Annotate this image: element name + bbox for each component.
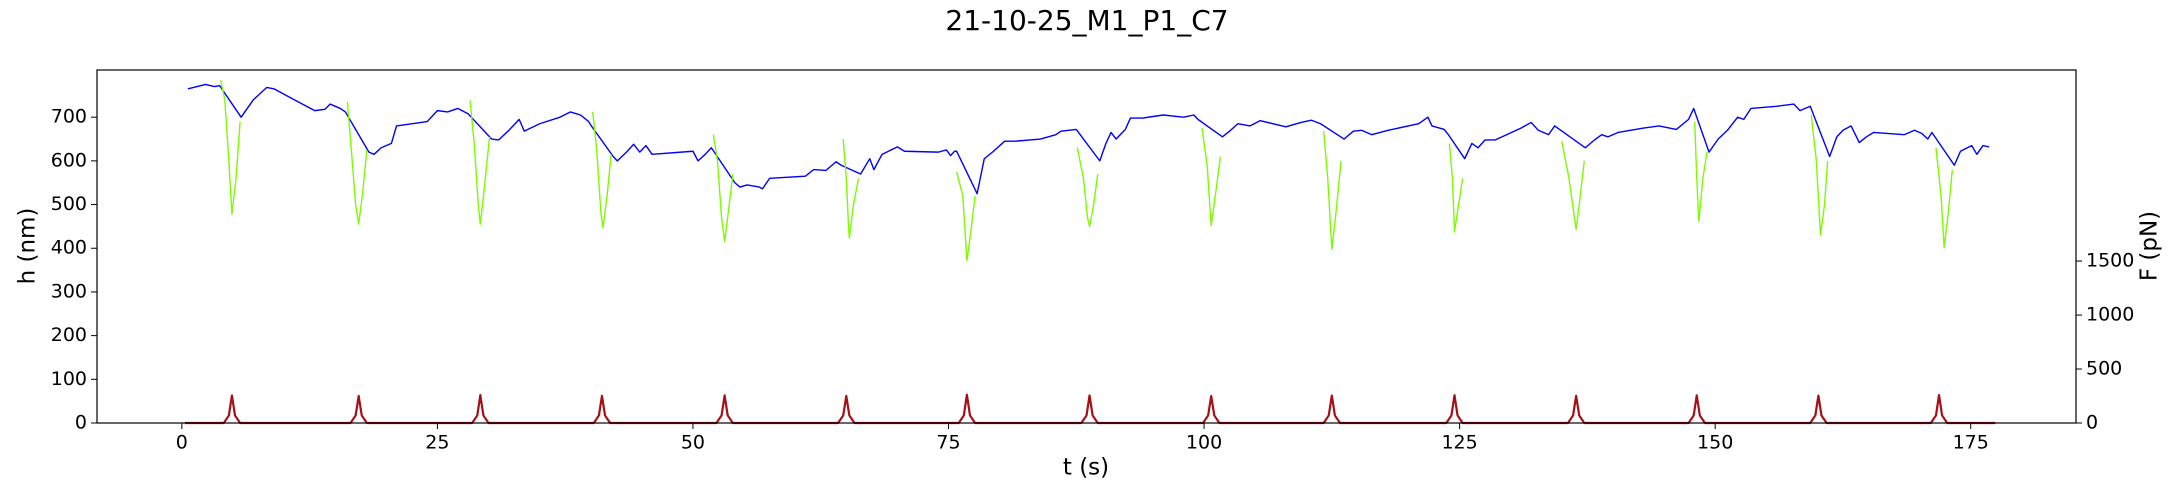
x-tick-label: 75 [936, 432, 960, 454]
y-tick-label: 100 [51, 368, 87, 390]
y-tick-label: 200 [51, 324, 87, 346]
y2-tick-label: 500 [2086, 358, 2122, 380]
data-line [1810, 114, 1829, 236]
x-tick-label: 25 [425, 432, 449, 454]
y-tick-label: 300 [51, 280, 87, 302]
y-tick-label: 500 [51, 193, 87, 215]
data-line [712, 134, 734, 243]
y-tick-label: 600 [51, 149, 87, 171]
axes-frame [96, 69, 2077, 424]
data-line [187, 83, 1990, 195]
data-line [220, 79, 241, 215]
data-line [184, 393, 1996, 425]
data-line [956, 171, 976, 262]
data-line [1448, 143, 1464, 233]
chart-title: 21-10-25_M1_P1_C7 [945, 4, 1228, 37]
plot-area [184, 79, 1996, 425]
y-tick-label: 0 [75, 412, 87, 434]
y-tick-label: 700 [51, 106, 87, 128]
data-line [1935, 147, 1954, 249]
data-line [592, 111, 612, 229]
data-line [842, 138, 860, 239]
data-line [1322, 131, 1342, 250]
x-axis-label: t (s) [1063, 455, 1109, 481]
x-tick-label: 175 [1953, 432, 1989, 454]
y2-tick-label: 0 [2086, 412, 2098, 434]
y2-axis-label: F (pN) [2137, 211, 2163, 281]
data-line [1694, 121, 1708, 222]
data-line [1201, 128, 1222, 227]
y-axis-label: h (nm) [15, 208, 41, 285]
x-tick-label: 125 [1441, 432, 1477, 454]
x-tick-label: 0 [176, 432, 188, 454]
x-tick-label: 150 [1697, 432, 1733, 454]
data-line [346, 101, 368, 225]
x-tick-label: 100 [1186, 432, 1222, 454]
data-line [1076, 147, 1099, 228]
y-tick-label: 400 [51, 237, 87, 259]
y2-tick-label: 1500 [2086, 250, 2134, 272]
y2-tick-label: 1000 [2086, 304, 2134, 326]
x-tick-label: 50 [681, 432, 705, 454]
data-line [1561, 141, 1586, 231]
data-line [469, 100, 491, 225]
